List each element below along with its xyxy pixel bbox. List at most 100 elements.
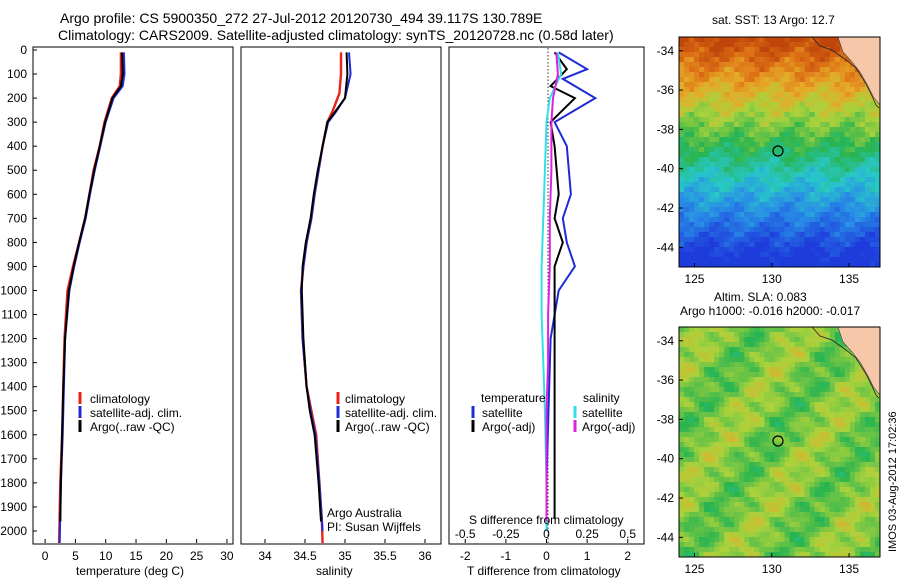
- heatmap-cell: [804, 407, 811, 413]
- heatmap-cell: [709, 372, 715, 378]
- heatmap-cell: [734, 242, 740, 248]
- heatmap-cell: [784, 437, 790, 443]
- heatmap-cell: [784, 102, 790, 108]
- heatmap-cell: [679, 392, 685, 398]
- heatmap-cell: [814, 207, 821, 213]
- heatmap-cell: [769, 372, 775, 378]
- heatmap-cell: [729, 457, 735, 463]
- heatmap-cell: [844, 87, 851, 93]
- heatmap-cell: [769, 442, 775, 448]
- heatmap-cell: [834, 502, 841, 508]
- heatmap-cell: [744, 142, 750, 148]
- heatmap-cell: [719, 147, 725, 153]
- heatmap-cell: [724, 487, 730, 493]
- heatmap-cell: [799, 377, 806, 383]
- heatmap-cell: [759, 362, 765, 368]
- heatmap-cell: [714, 242, 720, 248]
- heatmap-cell: [834, 512, 841, 518]
- heatmap-cell: [719, 177, 725, 183]
- heatmap-cell: [799, 142, 806, 148]
- heatmap-cell: [774, 437, 780, 443]
- heatmap-cell: [834, 397, 841, 403]
- heatmap-cell: [784, 167, 790, 173]
- heatmap-cell: [839, 182, 846, 188]
- heatmap-cell: [764, 217, 770, 223]
- heatmap-cell: [714, 247, 720, 253]
- heatmap-cell: [684, 327, 690, 333]
- heatmap-cell: [679, 372, 685, 378]
- heatmap-cell: [829, 417, 836, 423]
- heatmap-cell: [874, 127, 881, 133]
- heatmap-cell: [839, 212, 846, 218]
- heatmap-cell: [774, 57, 780, 63]
- heatmap-cell: [859, 162, 866, 168]
- lon-tick-label: 125: [684, 272, 704, 286]
- heatmap-cell: [764, 202, 770, 208]
- legend-label-t-argo: Argo(-adj): [482, 420, 535, 434]
- heatmap-cell: [819, 417, 826, 423]
- heatmap-cell: [834, 257, 841, 263]
- heatmap-cell: [829, 442, 836, 448]
- heatmap-cell: [759, 212, 765, 218]
- heatmap-cell: [839, 387, 846, 393]
- heatmap-cell: [744, 257, 750, 263]
- heatmap-cell: [714, 52, 720, 58]
- heatmap-cell: [679, 227, 685, 233]
- heatmap-cell: [779, 157, 785, 163]
- heatmap-cell: [764, 422, 770, 428]
- heatmap-cell: [754, 517, 760, 523]
- heatmap-cell: [814, 527, 821, 533]
- heatmap-cell: [869, 257, 876, 263]
- heatmap-cell: [699, 527, 705, 533]
- heatmap-cell: [704, 152, 710, 158]
- heatmap-cell: [864, 162, 871, 168]
- heatmap-cell: [709, 342, 715, 348]
- heatmap-cell: [749, 127, 755, 133]
- heatmap-cell: [789, 162, 795, 168]
- heatmap-cell: [804, 87, 811, 93]
- heatmap-cell: [734, 237, 740, 243]
- heatmap-cell: [774, 152, 780, 158]
- heatmap-cell: [704, 372, 710, 378]
- heatmap-cell: [809, 177, 816, 183]
- heatmap-cell: [709, 132, 715, 138]
- heatmap-cell: [679, 442, 685, 448]
- lat-tick-label: -36: [657, 83, 675, 97]
- heatmap-cell: [854, 552, 861, 558]
- heatmap-cell: [699, 62, 705, 68]
- heatmap-cell: [724, 87, 730, 93]
- heatmap-cell: [719, 437, 725, 443]
- heatmap-cell: [779, 537, 785, 543]
- heatmap-cell: [784, 247, 790, 253]
- heatmap-cell: [744, 517, 750, 523]
- heatmap-cell: [699, 447, 705, 453]
- heatmap-cell: [719, 397, 725, 403]
- heatmap-cell: [814, 167, 821, 173]
- heatmap-cell: [759, 447, 765, 453]
- heatmap-cell: [824, 112, 831, 118]
- heatmap-cell: [684, 242, 690, 248]
- heatmap-cell: [804, 137, 811, 143]
- heatmap-cell: [744, 512, 750, 518]
- heatmap-cell: [814, 407, 821, 413]
- heatmap-cell: [869, 172, 876, 178]
- heatmap-cell: [869, 432, 876, 438]
- t-difference-xlabel: T difference from climatology: [467, 564, 621, 578]
- heatmap-cell: [744, 167, 750, 173]
- heatmap-cell: [814, 362, 821, 368]
- heatmap-cell: [784, 377, 790, 383]
- heatmap-cell: [689, 202, 695, 208]
- heatmap-cell: [779, 137, 785, 143]
- heatmap-cell: [734, 222, 740, 228]
- heatmap-cell: [739, 247, 745, 253]
- heatmap-cell: [679, 257, 685, 263]
- heatmap-cell: [694, 547, 700, 553]
- heatmap-cell: [854, 142, 861, 148]
- heatmap-cell: [709, 62, 715, 68]
- heatmap-cell: [774, 512, 780, 518]
- heatmap-cell: [849, 497, 856, 503]
- heatmap-cell: [779, 542, 785, 548]
- heatmap-cell: [834, 117, 841, 123]
- heatmap-cell: [809, 47, 816, 53]
- heatmap-cell: [754, 87, 760, 93]
